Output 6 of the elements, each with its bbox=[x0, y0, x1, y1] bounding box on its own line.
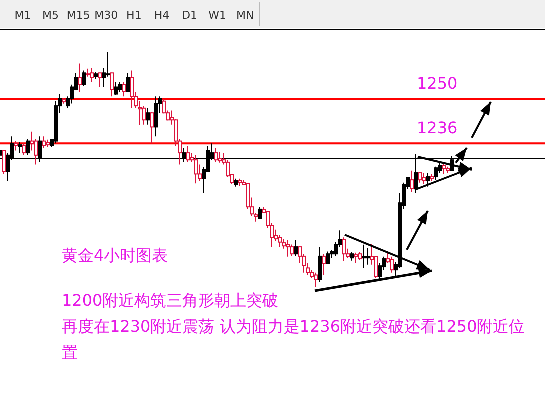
text: 再度在1230附近震荡 认为阻力是1236附近突破还看1250附近位置 bbox=[62, 316, 526, 364]
text: 1200附近构筑三角形朝上突破 bbox=[62, 290, 279, 312]
text: 黄金4小时图表 bbox=[62, 245, 168, 267]
toolbar: M1 M5 M15 M30 H1 H4 D1 W1 MN bbox=[0, 0, 545, 30]
annotation: 1236 bbox=[417, 118, 458, 138]
annotation: 1250 bbox=[417, 74, 458, 93]
